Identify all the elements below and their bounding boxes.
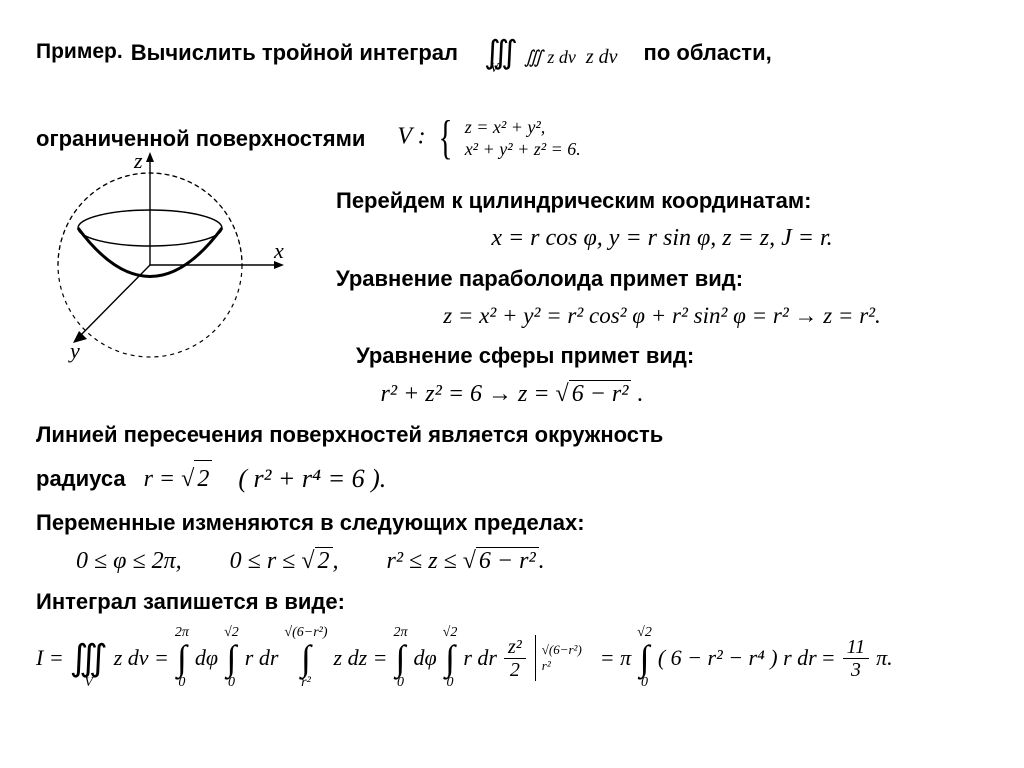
eq-cyl: x = r cos φ, y = r sin φ, z = z, J = r. [336,225,988,252]
v-def: V : { z = x² + y², x² + y² + z² = 6. [397,102,580,174]
title-line: Пример. Вычислить тройной интеграл ∭ ∭ z… [36,28,988,76]
h-parab: Уравнение параболоида примет вид: [336,262,988,295]
h-final: Интеграл запишется в виде: [36,585,988,618]
sphere-paraboloid-diagram: z x y [30,150,290,385]
eq-parab: z = x² + y² = r² cos² φ + r² sin² φ = r²… [336,303,988,329]
triple-int-header: ∭ ∭ z dv z dv V [484,28,618,76]
svg-text:z: z [133,150,143,173]
h-vars: Переменные изменяются в следующих предел… [36,506,988,539]
line-intersection-1: Линией пересечения поверхностей является… [36,418,988,451]
title-tail: по области, [644,36,772,69]
h-sphere: Уравнение сферы примет вид: [356,339,988,372]
line-intersection-2: радиуса r = √2 ( r² + r⁴ = 6 ). [36,459,988,498]
svg-text:x: x [273,238,284,263]
var-limits: 0 ≤ φ ≤ 2π, 0 ≤ r ≤ √2, r² ≤ z ≤ √6 − r²… [76,547,988,575]
example-lead: Пример. [36,36,123,68]
svg-text:y: y [68,338,80,363]
diagram-svg: z x y [30,150,290,380]
title-rest: Вычислить тройной интеграл [131,36,458,69]
final-equation: I = ∭V z dv = 2π∫0 dφ √2∫0 r dr √(6−r²)∫… [36,626,988,690]
h-cyl: Перейдем к цилиндрическим координатам: [336,184,988,217]
